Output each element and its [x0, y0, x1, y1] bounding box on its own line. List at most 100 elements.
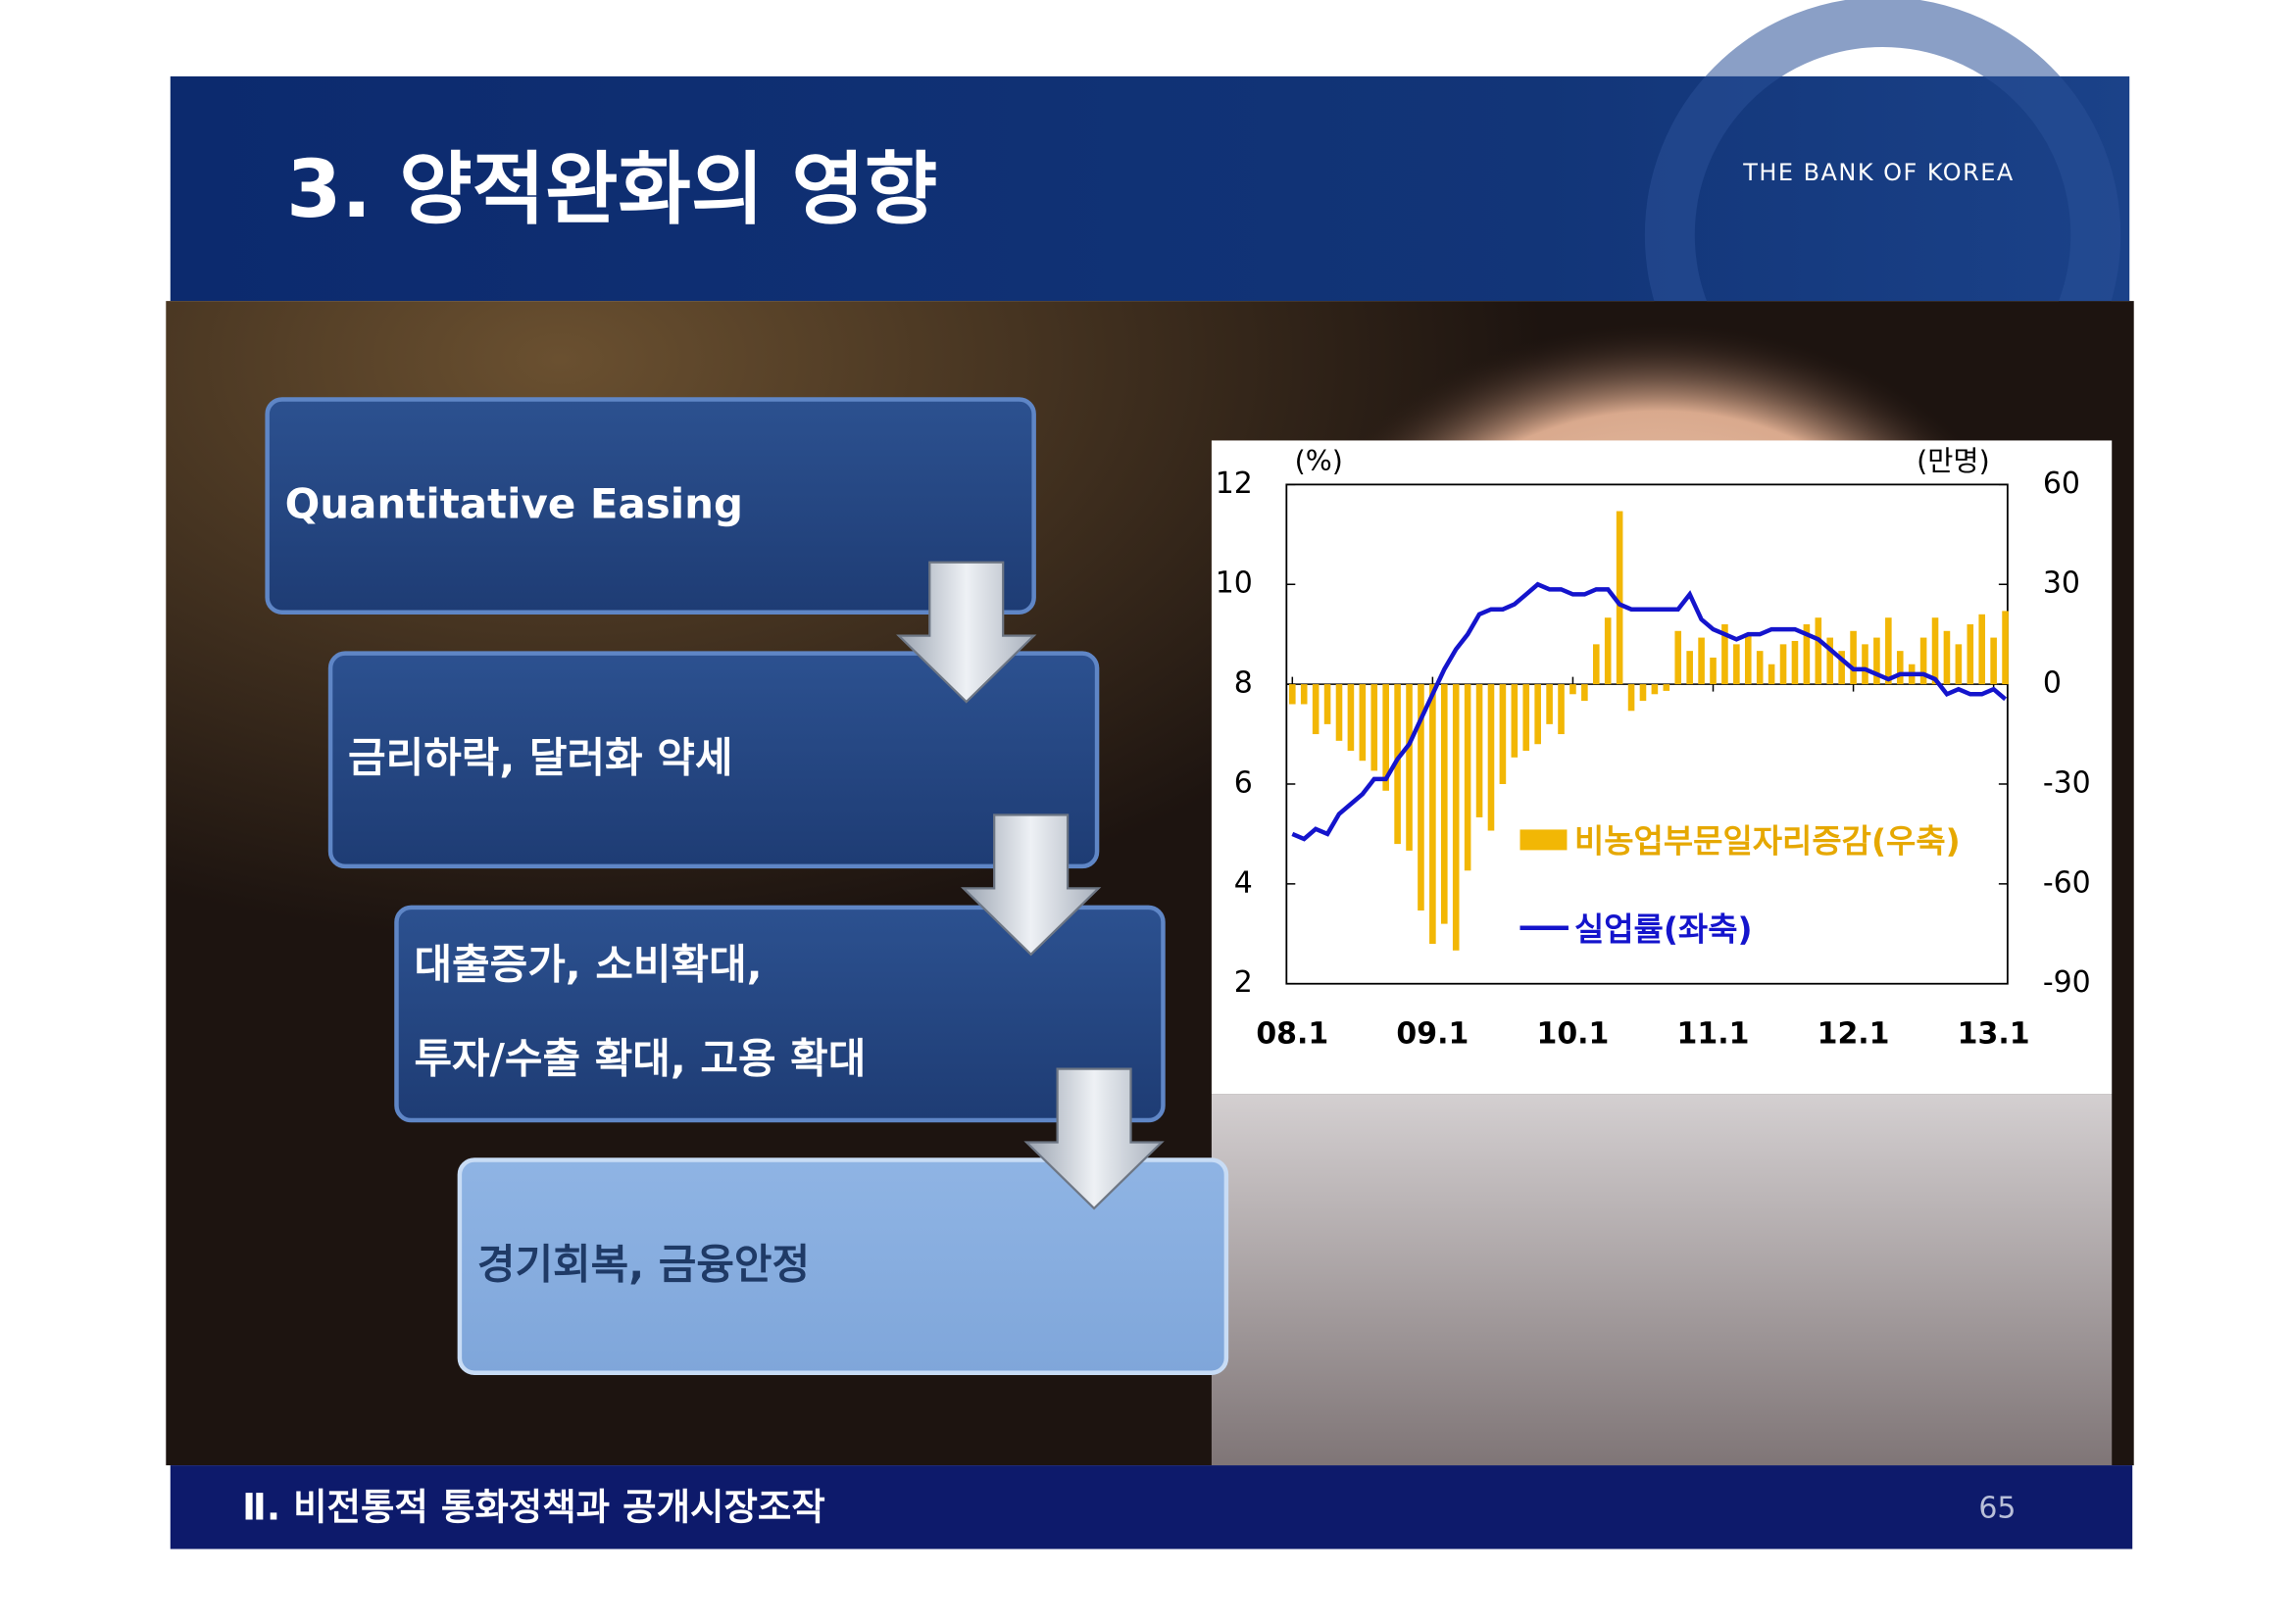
- flow-box: [394, 905, 1166, 1123]
- flow-text: Quantitative Easing: [285, 479, 743, 527]
- bar: [1768, 664, 1775, 685]
- bar: [1289, 684, 1296, 705]
- page-number: 65: [1978, 1492, 2016, 1526]
- bar: [1452, 684, 1460, 951]
- bar: [1499, 684, 1507, 784]
- flow-text: 경기회복, 금융안정: [477, 1240, 810, 1288]
- footer-section: Ⅱ. 비전통적 통화정책과 공개시장조작: [242, 1486, 825, 1529]
- bar: [1896, 651, 1904, 685]
- flow-box: [457, 1157, 1229, 1375]
- header-band: [170, 75, 2130, 302]
- slide-title: 3. 양적완화의 영향: [286, 144, 937, 236]
- bar: [1967, 623, 1974, 685]
- y-axis-unit: (%): [1295, 445, 1343, 477]
- flow-arrow: [896, 561, 1037, 704]
- bar: [1931, 617, 1939, 685]
- y2-tick-label: -30: [2043, 765, 2091, 800]
- bar: [1394, 684, 1401, 845]
- y-tick-label: 6: [1234, 765, 1253, 800]
- x-tick-label: 08.1: [1256, 1017, 1328, 1052]
- bar: [1534, 684, 1541, 745]
- bar: [1674, 630, 1682, 685]
- y-tick-label: 8: [1234, 666, 1253, 701]
- bar: [1406, 684, 1413, 851]
- y-tick-label: 2: [1234, 965, 1253, 1000]
- bar: [1475, 684, 1483, 817]
- bar: [1429, 684, 1436, 944]
- y2-tick-label: 60: [2043, 467, 2080, 501]
- plot-frame: [1285, 483, 2009, 985]
- bar: [1978, 614, 1986, 685]
- y-tick-label: 12: [1216, 467, 1253, 501]
- bar: [1441, 684, 1448, 924]
- bar: [1850, 630, 1857, 685]
- bar: [1815, 617, 1822, 685]
- footer-band: [170, 1465, 2133, 1550]
- flow-arrow: [960, 813, 1102, 957]
- chart-reflection: [1211, 1094, 2113, 1466]
- bar: [1990, 637, 1997, 685]
- flow-text: 투자/수출 확대, 고용 확대: [414, 1035, 866, 1083]
- bar: [1862, 644, 1868, 685]
- bar: [1616, 511, 1623, 685]
- bar: [1558, 684, 1565, 735]
- x-tick-label: 10.1: [1536, 1017, 1609, 1052]
- bar: [1581, 684, 1588, 702]
- y2-tick-label: -90: [2043, 965, 2091, 1000]
- y2-tick-label: -60: [2043, 865, 2091, 900]
- bar: [1710, 657, 1717, 685]
- bar: [2002, 611, 2009, 685]
- flow-box: [327, 651, 1100, 869]
- y2-tick-label: 0: [2043, 666, 2062, 701]
- bar: [1919, 637, 1927, 685]
- bar: [1744, 634, 1752, 685]
- bar: [1418, 684, 1424, 911]
- x-tick-label: 12.1: [1818, 1017, 1890, 1052]
- bar: [1838, 651, 1845, 685]
- y-tick-label: 4: [1234, 865, 1253, 900]
- bar: [1335, 684, 1343, 741]
- legend-label: 실업률(좌축): [1574, 910, 1753, 948]
- bar: [1826, 637, 1834, 685]
- bar: [1627, 684, 1635, 712]
- bar: [1756, 651, 1764, 685]
- bar: [1604, 617, 1612, 685]
- flow-text: 금리하락, 달러화 약세: [348, 734, 732, 782]
- bar: [1721, 623, 1728, 685]
- bar: [1885, 617, 1892, 685]
- bar: [1873, 637, 1880, 685]
- legend-swatch: [1519, 829, 1568, 851]
- bar: [1370, 684, 1378, 771]
- flow-text: 대출증가, 소비확대,: [414, 941, 762, 989]
- bar: [1803, 623, 1811, 685]
- bar: [1779, 644, 1787, 685]
- bar: [1300, 684, 1308, 705]
- bar: [1522, 684, 1530, 752]
- line: [1291, 581, 2008, 842]
- bar: [1511, 684, 1519, 758]
- y2-axis-unit: (만명): [1917, 445, 1990, 477]
- x-tick-label: 13.1: [1958, 1017, 2030, 1052]
- bar: [1546, 684, 1553, 724]
- bar: [1569, 684, 1576, 695]
- x-tick-label: 09.1: [1396, 1017, 1469, 1052]
- bar: [1663, 684, 1670, 691]
- bar: [1347, 684, 1355, 752]
- bar: [1686, 651, 1693, 685]
- bar: [1639, 684, 1647, 702]
- legend-label: 비농업부문일자리증감(우축): [1574, 821, 1961, 860]
- bar: [1733, 644, 1740, 685]
- bar: [1651, 684, 1659, 695]
- y2-tick-label: 30: [2043, 566, 2080, 601]
- flow-arrow: [1023, 1067, 1165, 1210]
- logo-text: THE BANK OF KOREA: [1742, 159, 2015, 186]
- x-tick-label: 11.1: [1677, 1017, 1750, 1052]
- bar: [1382, 684, 1389, 791]
- bar: [1955, 644, 1963, 685]
- chart: 2 4 6 8 10 12 -90 -60 -30 0 30 60 (%) (만명) 08.1 09.1 10.…: [1216, 445, 2091, 1052]
- chart-panel: [1211, 440, 2113, 1095]
- bar: [1323, 684, 1331, 724]
- bar: [1359, 684, 1367, 762]
- bar: [1312, 684, 1320, 735]
